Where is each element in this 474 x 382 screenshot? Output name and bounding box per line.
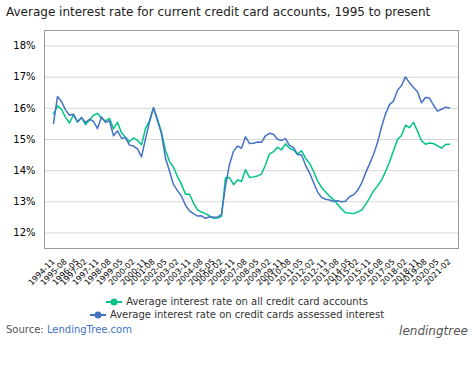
svg-text:1996-05: 1996-05 [50,257,81,288]
svg-text:2011-05: 2011-05 [274,257,305,288]
html-text:Average interest rate on all c: Average interest rate on all credit card… [126,296,368,307]
svg-text:2006-11: 2006-11 [206,257,237,288]
svg-text:2000-02: 2000-02 [106,257,137,288]
svg-text:2004-08: 2004-08 [174,257,205,288]
svg-text:13%: 13% [13,196,35,207]
html-text:Average interest rate on credi: Average interest rate on credit cards as… [109,309,385,320]
svg-text:2003-11: 2003-11 [162,257,193,288]
svg-text:2018-02: 2018-02 [378,257,409,288]
svg-text:1997-11: 1997-11 [70,257,101,288]
svg-text:2001-08: 2001-08 [126,257,157,288]
svg-text:1995-08: 1995-08 [38,257,69,288]
svg-text:2009-11: 2009-11 [254,257,285,288]
svg-text:2006-02: 2006-02 [194,257,225,288]
svg-text:2012-11: 2012-11 [298,257,329,288]
svg-text:2019-08: 2019-08 [398,257,429,288]
svg-text:2021-02: 2021-02 [423,257,453,287]
html-text:lendingtree: lendingtree [399,324,468,338]
svg-text:17%: 17% [13,71,35,82]
svg-text:12%: 12% [13,227,35,238]
svg-text:2007-08: 2007-08 [218,257,249,288]
svg-text:1999-05: 1999-05 [94,257,125,288]
svg-text:14%: 14% [13,165,35,176]
svg-text:2015-11: 2015-11 [342,257,373,288]
svg-text:2020-05: 2020-05 [410,257,441,288]
html-text:Source: LendingTree.com: Source: LendingTree.com [6,324,132,335]
svg-text:2010-08: 2010-08 [262,257,293,288]
svg-text:2018-11: 2018-11 [390,257,421,288]
svg-text:2015-02: 2015-02 [330,257,361,288]
html-text:Average interest rate for curr: Average interest rate for current credit… [6,5,431,19]
svg-text:2013-08: 2013-08 [310,257,341,288]
svg-text:1994-11: 1994-11 [26,257,57,288]
svg-text:2016-08: 2016-08 [354,257,385,288]
svg-text:2002-05: 2002-05 [138,257,169,288]
svg-text:16%: 16% [13,103,35,114]
svg-text:18%: 18% [13,40,35,51]
svg-text:2003-02: 2003-02 [150,257,181,288]
svg-text:2012-02: 2012-02 [286,257,317,288]
svg-text:1998-08: 1998-08 [82,257,113,288]
svg-text:2005-05: 2005-05 [186,257,217,288]
svg-text:2008-05: 2008-05 [230,257,261,288]
svg-text:15%: 15% [13,134,35,145]
svg-text:2009-02: 2009-02 [242,257,273,288]
svg-text:2000-11: 2000-11 [118,257,149,288]
svg-text:2017-05: 2017-05 [366,257,397,288]
svg-text:1997-02: 1997-02 [58,257,89,288]
svg-text:2014-05: 2014-05 [322,257,353,288]
